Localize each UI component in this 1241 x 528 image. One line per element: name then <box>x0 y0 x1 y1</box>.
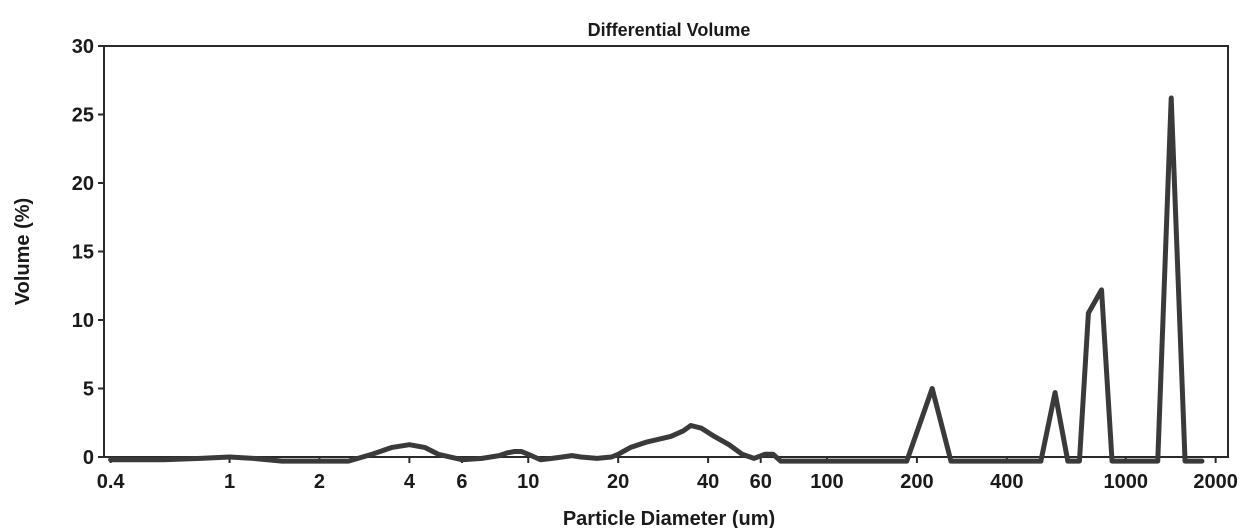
x-tick-label-0.4: 0.4 <box>97 471 126 493</box>
y-tick-label-25: 25 <box>72 105 94 127</box>
x-axis-ticks: 0.4 1 2 4 6 10 20 40 60 100 200 400 1000 2000 <box>97 457 1238 493</box>
y-axis-title-group: Volume (%) <box>12 198 34 305</box>
x-tick-label-100: 100 <box>810 471 843 493</box>
y-tick-label-30: 30 <box>72 36 94 58</box>
y-axis-ticks: 0 5 10 15 20 25 30 <box>72 36 104 469</box>
x-tick-label-60: 60 <box>750 471 772 493</box>
x-tick-label-4: 4 <box>404 471 416 493</box>
plot-frame <box>103 45 1229 458</box>
x-tick-label-1000: 1000 <box>1103 471 1148 493</box>
x-axis-title: Particle Diameter (um) <box>563 508 775 528</box>
y-tick-label-0: 0 <box>83 447 94 469</box>
x-tick-label-6: 6 <box>456 471 467 493</box>
y-tick-label-10: 10 <box>72 310 94 332</box>
x-tick-label-2: 2 <box>314 471 325 493</box>
y-tick-label-20: 20 <box>72 173 94 195</box>
x-tick-label-1: 1 <box>224 471 235 493</box>
x-tick-label-400: 400 <box>990 471 1023 493</box>
x-tick-label-200: 200 <box>900 471 933 493</box>
x-tick-label-40: 40 <box>697 471 719 493</box>
y-axis-title: Volume (%) <box>12 198 34 305</box>
y-tick-label-5: 5 <box>83 379 94 401</box>
y-tick-label-15: 15 <box>72 242 94 264</box>
x-tick-label-10: 10 <box>517 471 539 493</box>
chart-title: Differential Volume <box>588 20 751 40</box>
x-tick-label-2000: 2000 <box>1193 471 1238 493</box>
x-tick-label-20: 20 <box>607 471 629 493</box>
series-line <box>108 95 1205 464</box>
